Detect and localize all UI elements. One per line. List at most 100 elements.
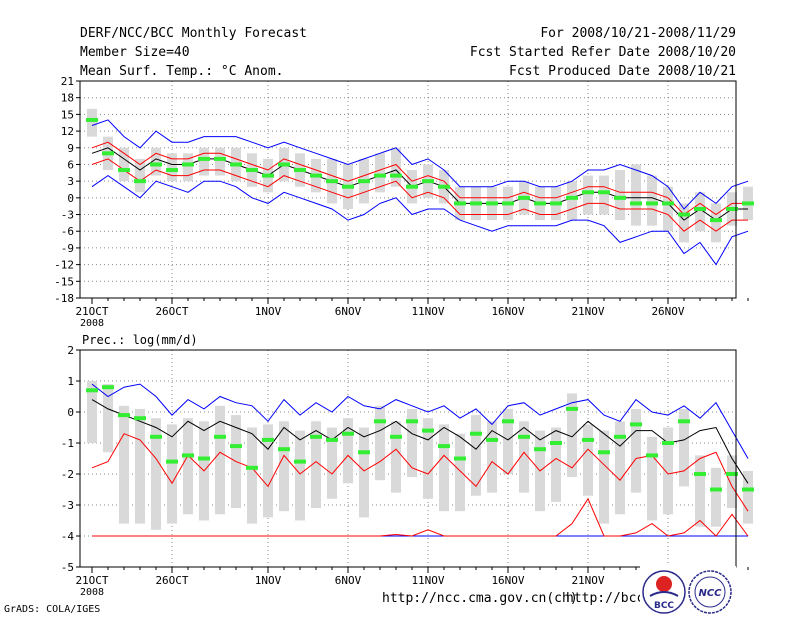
median-marker xyxy=(534,447,546,452)
y-tick-label: 18 xyxy=(61,92,74,105)
median-marker xyxy=(166,459,178,464)
median-marker xyxy=(742,201,754,206)
series-lower-inner-line xyxy=(91,433,749,512)
median-marker xyxy=(454,456,466,461)
ensemble-box xyxy=(567,393,577,478)
ensemble-box xyxy=(343,418,353,484)
median-marker xyxy=(182,162,194,167)
median-marker xyxy=(566,406,578,411)
member-size: Member Size=40 xyxy=(80,45,190,60)
y-tick-label: 21 xyxy=(61,75,74,88)
median-marker xyxy=(518,434,530,439)
median-marker xyxy=(326,437,338,442)
median-marker xyxy=(422,428,434,433)
ensemble-box xyxy=(135,408,145,524)
ensemble-box xyxy=(631,164,641,226)
median-marker xyxy=(182,453,194,458)
x-tick-label: 6NOV xyxy=(335,305,362,318)
median-marker xyxy=(710,218,722,223)
ensemble-box xyxy=(455,433,465,512)
median-marker xyxy=(134,416,146,421)
median-marker xyxy=(246,465,258,470)
ensemble-box xyxy=(519,421,529,493)
series-upper-inner-line xyxy=(91,141,748,216)
median-marker xyxy=(422,179,434,184)
ncc-url-link[interactable]: http://ncc.cma.gov.cn(ch) xyxy=(382,591,578,606)
x-tick-label: 21OCT xyxy=(75,574,108,587)
x-tick-label: 26NOV xyxy=(651,305,684,318)
y-tick-label: 1 xyxy=(67,375,74,388)
y-tick-label: 15 xyxy=(61,108,74,121)
median-marker xyxy=(150,162,162,167)
ensemble-box xyxy=(487,421,497,493)
y-tick-label: 2 xyxy=(67,344,74,357)
x-tick-label: 11NOV xyxy=(411,574,444,587)
median-marker xyxy=(150,434,162,439)
x-tick-year: 2008 xyxy=(80,587,104,598)
median-marker xyxy=(742,487,754,492)
ensemble-box xyxy=(263,424,273,518)
median-marker xyxy=(550,201,562,206)
ensemble-box xyxy=(743,470,753,524)
bcc-logo-text: BCC xyxy=(654,601,674,611)
x-tick-label: 6NOV xyxy=(335,574,362,587)
median-marker xyxy=(118,168,130,173)
median-marker xyxy=(662,201,674,206)
median-marker xyxy=(598,450,610,455)
median-marker xyxy=(262,437,274,442)
forecast-title: DERF/NCC/BCC Monthly Forecast xyxy=(80,26,307,41)
x-tick-label: 11NOV xyxy=(411,305,444,318)
ensemble-box xyxy=(711,467,721,527)
ensemble-box xyxy=(471,415,481,496)
ensemble-box xyxy=(135,158,145,193)
median-marker xyxy=(710,487,722,492)
ensemble-box xyxy=(647,175,657,226)
median-marker xyxy=(406,184,418,189)
ensemble-box xyxy=(727,455,737,509)
x-tick-label: 26OCT xyxy=(155,305,188,318)
median-marker xyxy=(678,419,690,424)
ensemble-box xyxy=(423,418,433,499)
median-marker xyxy=(550,441,562,445)
median-marker xyxy=(294,168,306,173)
median-marker xyxy=(630,422,642,427)
median-marker xyxy=(646,453,658,458)
median-marker xyxy=(374,419,386,424)
ensemble-box xyxy=(295,430,305,521)
y-tick-label: 3 xyxy=(67,175,74,188)
ensemble-box xyxy=(279,421,289,512)
bcc-logo-icon: BCC xyxy=(642,570,686,614)
header-left: DERF/NCC/BCC Monthly Forecast Member Siz… xyxy=(80,25,307,82)
median-marker xyxy=(406,419,418,424)
median-marker xyxy=(166,168,178,173)
median-marker xyxy=(726,472,738,476)
x-tick-label: 16NOV xyxy=(491,305,524,318)
y-tick-label: 12 xyxy=(61,125,74,138)
x-tick-label: 21OCT xyxy=(75,305,108,318)
ensemble-box xyxy=(119,147,129,182)
ensemble-box xyxy=(631,408,641,493)
median-marker xyxy=(326,179,338,184)
median-marker xyxy=(662,441,674,445)
y-tick-label: -18 xyxy=(54,292,74,305)
ensemble-box xyxy=(327,427,337,499)
ensemble-box xyxy=(151,147,161,176)
ensemble-box xyxy=(663,427,673,515)
median-marker xyxy=(438,184,450,189)
ensemble-box xyxy=(695,455,705,527)
median-marker xyxy=(358,179,370,184)
median-marker xyxy=(390,434,402,439)
bcc-url-link[interactable]: http://bcc.c xyxy=(566,591,660,606)
y-tick-label: -9 xyxy=(61,242,74,255)
ensemble-box xyxy=(215,405,225,515)
median-marker xyxy=(694,472,706,476)
median-marker xyxy=(470,431,482,436)
median-marker xyxy=(726,206,738,211)
y-tick-label: -4 xyxy=(61,530,75,543)
median-marker xyxy=(502,419,514,424)
ensemble-box xyxy=(183,153,193,182)
variable-label: Mean Surf. Temp.: °C Anom. xyxy=(80,64,284,79)
median-marker xyxy=(134,179,146,184)
